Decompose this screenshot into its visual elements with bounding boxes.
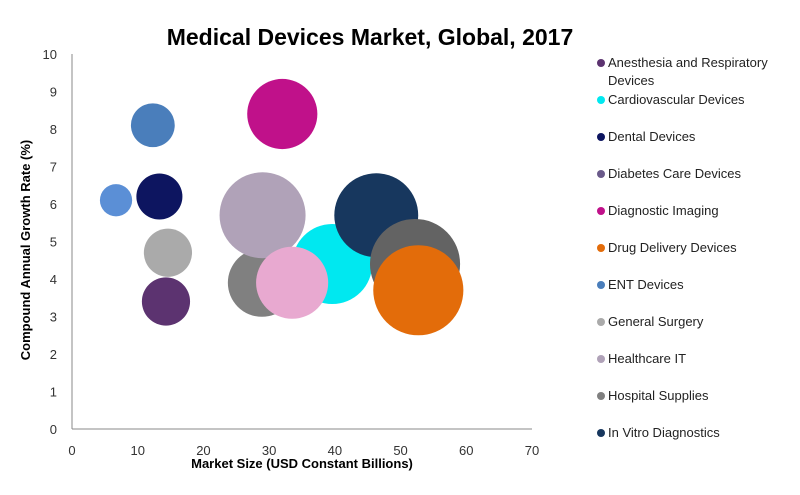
x-axis-label: Market Size (USD Constant Billions) bbox=[191, 456, 413, 471]
legend-marker bbox=[597, 355, 605, 363]
legend-marker bbox=[597, 244, 605, 252]
legend-marker bbox=[597, 392, 605, 400]
legend-label: Healthcare IT bbox=[608, 351, 687, 366]
bubble[interactable] bbox=[99, 184, 133, 217]
legend-item[interactable]: Drug Delivery Devices bbox=[597, 239, 797, 276]
legend-label: Cardiovascular Devices bbox=[608, 92, 745, 107]
legend-marker bbox=[597, 59, 605, 67]
legend-marker bbox=[597, 207, 605, 215]
y-tick-label: 8 bbox=[50, 122, 57, 137]
y-tick-label: 6 bbox=[50, 197, 57, 212]
y-tick-label: 2 bbox=[50, 347, 57, 362]
bubble[interactable] bbox=[141, 277, 191, 326]
legend-marker bbox=[597, 96, 605, 104]
x-tick-label: 10 bbox=[130, 443, 144, 458]
bubble[interactable] bbox=[136, 173, 183, 220]
bubble[interactable] bbox=[143, 228, 193, 277]
y-tick-label: 7 bbox=[50, 160, 57, 175]
legend-label: Hospital Supplies bbox=[608, 388, 709, 403]
y-tick-label: 1 bbox=[50, 385, 57, 400]
x-tick-label: 0 bbox=[68, 443, 75, 458]
legend-item[interactable]: Dental Devices bbox=[597, 128, 797, 165]
chart-title: Medical Devices Market, Global, 2017 bbox=[166, 24, 574, 50]
legend-item[interactable]: Cardiovascular Devices bbox=[597, 91, 797, 128]
legend-item[interactable]: Diagnostic Imaging bbox=[597, 202, 797, 239]
bubble[interactable] bbox=[373, 245, 464, 336]
y-tick-label: 5 bbox=[50, 235, 57, 250]
legend-marker bbox=[597, 318, 605, 326]
x-tick-label: 50 bbox=[393, 443, 407, 458]
legend-marker bbox=[597, 281, 605, 289]
legend-item[interactable]: ENT Devices bbox=[597, 276, 797, 313]
legend-label: ENT Devices bbox=[608, 277, 684, 292]
bubble[interactable] bbox=[219, 172, 306, 259]
legend-item[interactable]: Anesthesia and Respiratory Devices bbox=[597, 54, 797, 91]
x-tick-label: 60 bbox=[459, 443, 473, 458]
y-tick-label: 10 bbox=[43, 47, 57, 62]
x-tick-label: 20 bbox=[196, 443, 210, 458]
legend-label: Diagnostic Imaging bbox=[608, 203, 719, 218]
bubble[interactable] bbox=[130, 103, 175, 148]
x-tick-label: 30 bbox=[262, 443, 276, 458]
x-tick-label: 40 bbox=[328, 443, 342, 458]
legend-label: Anesthesia and Respiratory Devices bbox=[608, 55, 768, 88]
y-axis-label: Compound Annual Growth Rate (%) bbox=[18, 140, 33, 361]
legend-marker bbox=[597, 133, 605, 141]
legend-label: Dental Devices bbox=[608, 129, 696, 144]
y-tick-label: 0 bbox=[50, 422, 57, 437]
legend-item[interactable]: Diabetes Care Devices bbox=[597, 165, 797, 202]
legend-marker bbox=[597, 429, 605, 437]
bubble[interactable] bbox=[247, 78, 318, 150]
legend-label: In Vitro Diagnostics bbox=[608, 425, 720, 440]
x-tick-label: 70 bbox=[525, 443, 539, 458]
legend-item[interactable]: Healthcare IT bbox=[597, 350, 797, 387]
legend: Anesthesia and Respiratory Devices Cardio… bbox=[597, 54, 797, 461]
legend-marker bbox=[597, 170, 605, 178]
legend-item[interactable]: General Surgery bbox=[597, 313, 797, 350]
legend-item[interactable]: In Vitro Diagnostics bbox=[597, 424, 797, 461]
y-tick-label: 4 bbox=[50, 272, 57, 287]
legend-item[interactable]: Hospital Supplies bbox=[597, 387, 797, 424]
bubble[interactable] bbox=[256, 246, 329, 319]
y-tick-label: 3 bbox=[50, 310, 57, 325]
y-tick-label: 9 bbox=[50, 85, 57, 100]
legend-label: General Surgery bbox=[608, 314, 704, 329]
legend-label: Drug Delivery Devices bbox=[608, 240, 737, 255]
legend-label: Diabetes Care Devices bbox=[608, 166, 741, 181]
